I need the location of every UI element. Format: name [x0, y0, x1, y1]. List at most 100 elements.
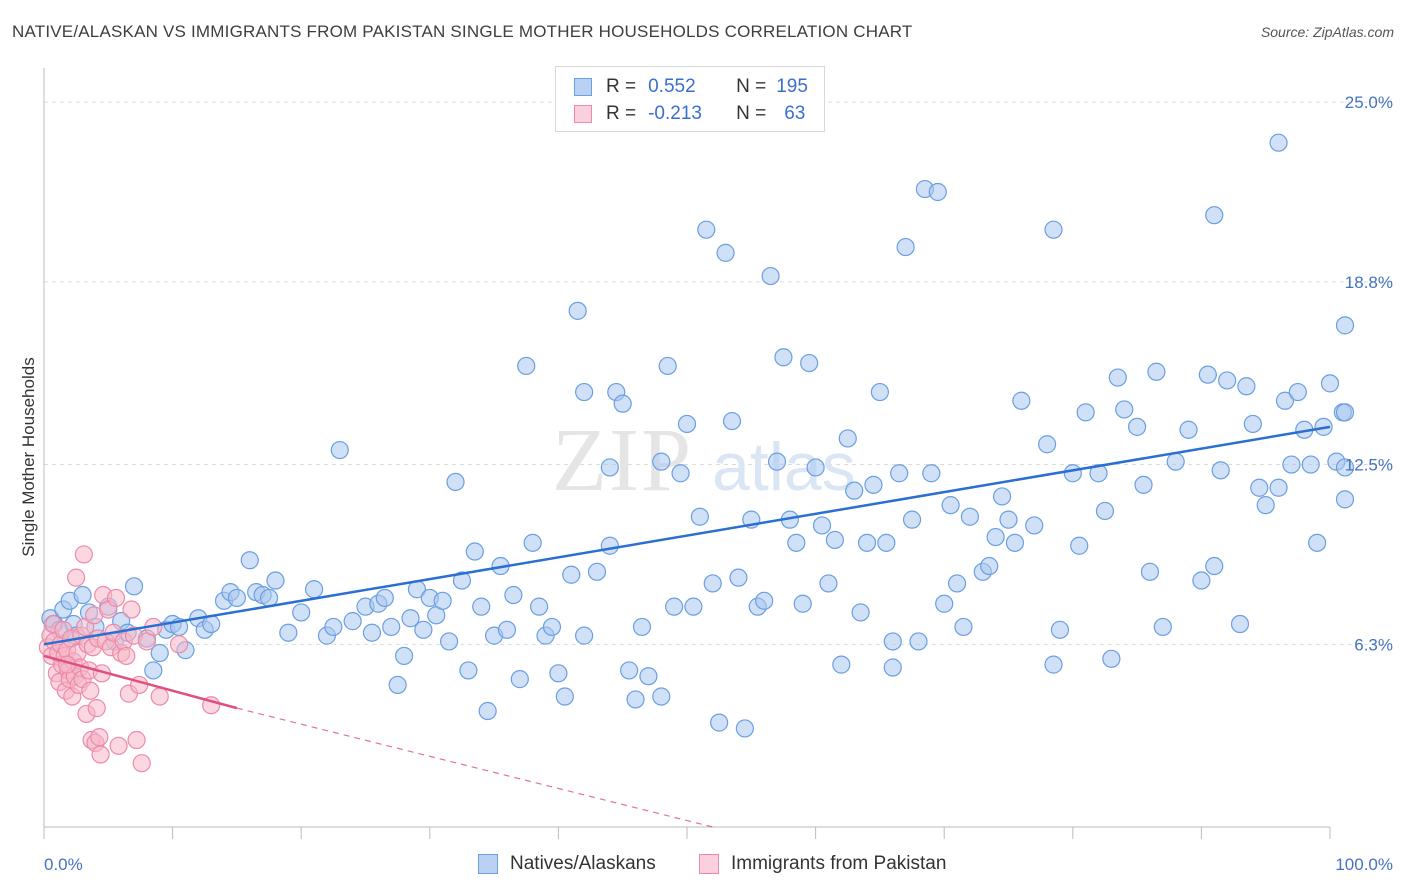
- native-point: [787, 533, 806, 552]
- native-point: [870, 382, 890, 402]
- native-point: [980, 556, 999, 576]
- native-point: [439, 632, 459, 651]
- bottom-legend-pakistan: Immigrants from Pakistan: [699, 851, 946, 877]
- native-point: [902, 510, 922, 529]
- native-point: [632, 617, 652, 637]
- native-point: [838, 429, 857, 448]
- bottom-legend-swatch-natives: [478, 854, 498, 874]
- trend-line-pakistan-extension: [236, 707, 713, 828]
- native-point: [677, 414, 697, 434]
- pakistan-point: [127, 730, 146, 750]
- native-point: [665, 597, 684, 616]
- pakistan-point: [74, 545, 93, 564]
- native-point: [1147, 362, 1166, 381]
- native-point: [124, 577, 144, 596]
- native-point: [684, 597, 703, 616]
- native-point: [1282, 455, 1301, 474]
- native-point: [896, 237, 915, 257]
- native-point: [652, 452, 671, 471]
- native-point: [1211, 461, 1230, 480]
- native-point: [575, 382, 594, 402]
- native-point: [1108, 368, 1127, 387]
- native-point: [1063, 464, 1082, 483]
- bottom-legend-natives: Natives/Alaskans: [478, 851, 656, 877]
- native-point: [1230, 614, 1250, 634]
- native-point: [1320, 374, 1340, 393]
- native-point: [825, 530, 844, 550]
- native-point: [1205, 206, 1224, 225]
- pakistan-point: [67, 568, 86, 587]
- native-point: [1153, 617, 1172, 637]
- native-point: [1237, 377, 1256, 396]
- native-point: [1037, 435, 1057, 454]
- watermark-zip: ZIP: [552, 411, 693, 510]
- legend-r-label: R =: [606, 103, 637, 124]
- legend-swatch-pakistan: [574, 105, 592, 123]
- legend-row-pakistan: R = -0.213 N = 63: [574, 101, 805, 127]
- native-point: [1192, 571, 1211, 590]
- native-point: [722, 411, 742, 431]
- native-point: [1243, 414, 1262, 434]
- native-point: [716, 243, 735, 262]
- pakistan-point: [91, 745, 110, 764]
- pakistan-point: [117, 646, 136, 666]
- pakistan-point: [109, 736, 128, 755]
- native-point: [1044, 655, 1063, 674]
- native-point: [472, 597, 491, 616]
- native-point: [697, 220, 716, 239]
- native-point: [890, 464, 909, 483]
- native-point: [909, 632, 928, 651]
- legend-r-label: R =: [606, 76, 637, 97]
- native-point: [954, 617, 973, 637]
- bottom-legend-label-natives: Natives/Alaskans: [510, 853, 656, 874]
- legend-n-label: N =: [736, 76, 767, 97]
- y-tick-label: 12.5%: [1345, 456, 1393, 475]
- x-tick-label: 100.0%: [1335, 855, 1393, 874]
- native-point: [1275, 391, 1295, 410]
- native-point: [542, 617, 562, 637]
- native-point: [986, 527, 1005, 547]
- native-point: [806, 458, 825, 477]
- native-point: [362, 623, 382, 642]
- native-point: [613, 394, 632, 413]
- native-point: [568, 301, 587, 320]
- native-point: [600, 458, 619, 477]
- legend-swatch-natives: [574, 78, 592, 96]
- trend-lines: [43, 425, 1331, 828]
- native-point: [1301, 455, 1320, 474]
- axes: [43, 68, 1331, 839]
- pakistan-point: [81, 681, 100, 700]
- native-point: [1127, 417, 1147, 436]
- pakistan-point: [150, 687, 169, 706]
- native-point: [587, 562, 607, 581]
- native-point: [259, 588, 279, 608]
- native-point: [1335, 316, 1355, 335]
- native-point: [446, 472, 465, 492]
- chart-title: NATIVE/ALASKAN VS IMMIGRANTS FROM PAKIST…: [12, 22, 913, 41]
- correlation-legend: R = 0.552 N = 195 R = -0.213 N = 63: [555, 66, 825, 132]
- native-point: [793, 594, 812, 613]
- native-point: [1335, 490, 1355, 509]
- native-point: [414, 620, 433, 639]
- native-point: [1335, 458, 1355, 477]
- native-point: [1166, 452, 1185, 471]
- native-point: [150, 643, 169, 663]
- legend-n-value: 63: [784, 103, 806, 124]
- native-point: [292, 603, 311, 622]
- legend-row-natives: R = 0.552 N = 195: [574, 74, 808, 100]
- native-point: [755, 591, 774, 610]
- native-point: [227, 588, 246, 608]
- source-label: Source: ZipAtlas.com: [1260, 24, 1394, 40]
- native-point: [1102, 649, 1121, 668]
- native-point: [652, 687, 671, 706]
- pakistan-point: [122, 600, 141, 619]
- native-point: [465, 542, 484, 561]
- native-point: [947, 574, 967, 593]
- native-point: [497, 620, 517, 639]
- native-point: [845, 481, 864, 500]
- legend-n-value: 195: [776, 76, 808, 97]
- native-point: [575, 626, 594, 645]
- native-point: [710, 713, 729, 732]
- native-point: [144, 661, 163, 680]
- native-point: [1269, 133, 1288, 152]
